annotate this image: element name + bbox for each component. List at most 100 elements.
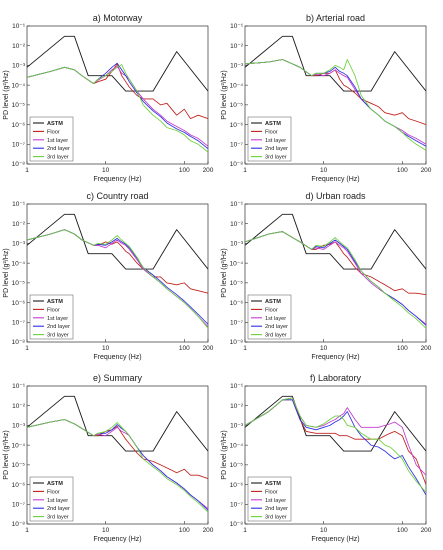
y-tick-label: 10⁻⁶ bbox=[12, 300, 26, 307]
legend: ASTM Floor 1st layer 2nd layer 3rd layer bbox=[29, 476, 74, 522]
y-tick-label: 10⁻⁵ bbox=[12, 280, 26, 287]
x-tick-label: 100 bbox=[179, 345, 190, 352]
legend-entry: Floor bbox=[47, 129, 60, 135]
y-tick-label: 10⁻² bbox=[230, 43, 244, 50]
x-tick-label: 1 bbox=[243, 527, 247, 534]
legend-entry: Floor bbox=[47, 489, 60, 495]
y-tick-label: 10⁻⁵ bbox=[230, 280, 244, 287]
y-tick-label: 10⁻⁶ bbox=[12, 482, 26, 489]
x-tick-label: 1 bbox=[25, 345, 29, 352]
legend-entry: 2nd layer bbox=[265, 146, 288, 152]
y-axis-label: PD level (g²/Hz) bbox=[3, 70, 10, 119]
series-group bbox=[245, 395, 426, 496]
chart-title: f) Laboratory bbox=[310, 373, 362, 383]
legend: ASTM Floor 1st layer 2nd layer 3rd layer bbox=[29, 116, 74, 162]
y-tick-label: 10⁻⁶ bbox=[230, 482, 244, 489]
y-tick-label: 10⁻⁸ bbox=[230, 161, 244, 168]
y-tick-label: 10⁻⁶ bbox=[230, 300, 244, 307]
legend-entry: 1st layer bbox=[47, 316, 68, 322]
y-tick-label: 10⁻² bbox=[12, 221, 26, 228]
y-tick-label: 10⁻⁴ bbox=[12, 82, 26, 89]
y-tick-label: 10⁻³ bbox=[12, 63, 26, 70]
y-axis-label: PD level (g²/Hz) bbox=[221, 248, 228, 297]
series-line-3rd-layer bbox=[27, 64, 208, 153]
y-tick-label: 10⁻⁸ bbox=[230, 339, 244, 346]
x-tick-label: 10 bbox=[102, 167, 110, 174]
series-line-2nd-layer bbox=[245, 399, 426, 496]
y-tick-label: 10⁻⁷ bbox=[230, 319, 244, 326]
legend-entry: 3rd layer bbox=[47, 515, 69, 521]
series-line-astm bbox=[27, 35, 208, 92]
psd-chart-2: b) Arterial road 1 10 100 200 10⁻⁸ 10⁻⁷ 10⁻⁶ 10⁻… bbox=[221, 13, 432, 183]
x-axis-label: Frequency (Hz) bbox=[93, 176, 141, 183]
psd-chart-3: c) Country road 1 10 100 200 10⁻⁸ 10⁻⁷ 10⁻⁶ 10⁻⁵… bbox=[3, 191, 214, 361]
legend-entry: 3rd layer bbox=[265, 155, 287, 161]
x-tick-label: 1 bbox=[25, 527, 29, 534]
x-axis-label: Frequency (Hz) bbox=[311, 354, 359, 361]
x-tick-label: 200 bbox=[421, 527, 432, 534]
y-tick-label: 10⁻² bbox=[12, 403, 26, 410]
legend-box bbox=[247, 294, 292, 340]
legend-box bbox=[247, 476, 292, 522]
legend-entry: 2nd layer bbox=[265, 324, 288, 330]
legend-entry: Floor bbox=[265, 307, 278, 313]
x-tick-label: 10 bbox=[320, 345, 328, 352]
series-group bbox=[245, 213, 426, 329]
legend: ASTM Floor 1st layer 2nd layer 3rd layer bbox=[247, 294, 292, 340]
y-axis-label: PD level (g²/Hz) bbox=[3, 248, 10, 297]
x-tick-label: 10 bbox=[102, 345, 110, 352]
legend-entry: 1st layer bbox=[47, 138, 68, 144]
x-axis-label: Frequency (Hz) bbox=[311, 536, 359, 543]
y-axis-label: PD level (g²/Hz) bbox=[221, 70, 228, 119]
legend: ASTM Floor 1st layer 2nd layer 3rd layer bbox=[247, 116, 292, 162]
y-tick-label: 10⁻¹ bbox=[230, 23, 244, 30]
y-tick-label: 10⁻⁸ bbox=[12, 161, 26, 168]
legend-entry: Floor bbox=[47, 307, 60, 313]
y-tick-label: 10⁻³ bbox=[12, 423, 26, 430]
y-tick-label: 10⁻⁶ bbox=[12, 122, 26, 129]
x-axis-label: Frequency (Hz) bbox=[93, 536, 141, 543]
chart-title: b) Arterial road bbox=[306, 13, 365, 23]
x-tick-label: 1 bbox=[25, 167, 29, 174]
legend-entry: Floor bbox=[265, 489, 278, 495]
y-tick-label: 10⁻⁴ bbox=[230, 260, 244, 267]
legend-entry: 3rd layer bbox=[47, 155, 69, 161]
y-tick-label: 10⁻⁵ bbox=[230, 102, 244, 109]
legend-entry: 1st layer bbox=[265, 316, 286, 322]
x-tick-label: 200 bbox=[203, 345, 214, 352]
x-tick-label: 10 bbox=[320, 167, 328, 174]
psd-chart-6: f) Laboratory 1 10 100 200 10⁻⁸ 10⁻⁷ 10⁻⁶ 10⁻⁵ 10… bbox=[221, 373, 432, 543]
legend-entry: ASTM bbox=[265, 121, 281, 127]
x-tick-label: 200 bbox=[203, 167, 214, 174]
legend-box bbox=[29, 476, 74, 522]
legend-entry: ASTM bbox=[47, 481, 63, 487]
y-tick-label: 10⁻⁷ bbox=[230, 501, 244, 508]
series-line-3rd-layer bbox=[245, 231, 426, 329]
legend-entry: 1st layer bbox=[265, 498, 286, 504]
series-line-astm bbox=[27, 213, 208, 270]
y-tick-label: 10⁻¹ bbox=[12, 23, 26, 30]
series-line-3rd-layer bbox=[27, 419, 208, 513]
y-tick-label: 10⁻¹ bbox=[230, 383, 244, 390]
y-tick-label: 10⁻¹ bbox=[230, 201, 244, 208]
chart-title: c) Country road bbox=[86, 191, 148, 201]
y-tick-label: 10⁻⁷ bbox=[230, 141, 244, 148]
legend-box bbox=[247, 116, 292, 162]
y-tick-label: 10⁻² bbox=[230, 221, 244, 228]
y-tick-label: 10⁻¹ bbox=[12, 201, 26, 208]
y-tick-label: 10⁻⁵ bbox=[12, 462, 26, 469]
y-tick-label: 10⁻⁷ bbox=[12, 141, 26, 148]
y-axis-label: PD level (g²/Hz) bbox=[221, 430, 228, 479]
series-line-3rd-layer bbox=[245, 397, 426, 493]
legend-entry: 3rd layer bbox=[265, 515, 287, 521]
legend-entry: 3rd layer bbox=[47, 333, 69, 339]
x-tick-label: 100 bbox=[397, 167, 408, 174]
series-group bbox=[27, 35, 208, 153]
y-tick-label: 10⁻⁷ bbox=[12, 319, 26, 326]
chart-title: a) Motorway bbox=[93, 13, 143, 23]
y-tick-label: 10⁻³ bbox=[230, 241, 244, 248]
y-tick-label: 10⁻⁴ bbox=[230, 442, 244, 449]
chart-title: e) Summary bbox=[93, 373, 143, 383]
legend-entry: ASTM bbox=[265, 299, 281, 305]
y-tick-label: 10⁻⁵ bbox=[12, 102, 26, 109]
